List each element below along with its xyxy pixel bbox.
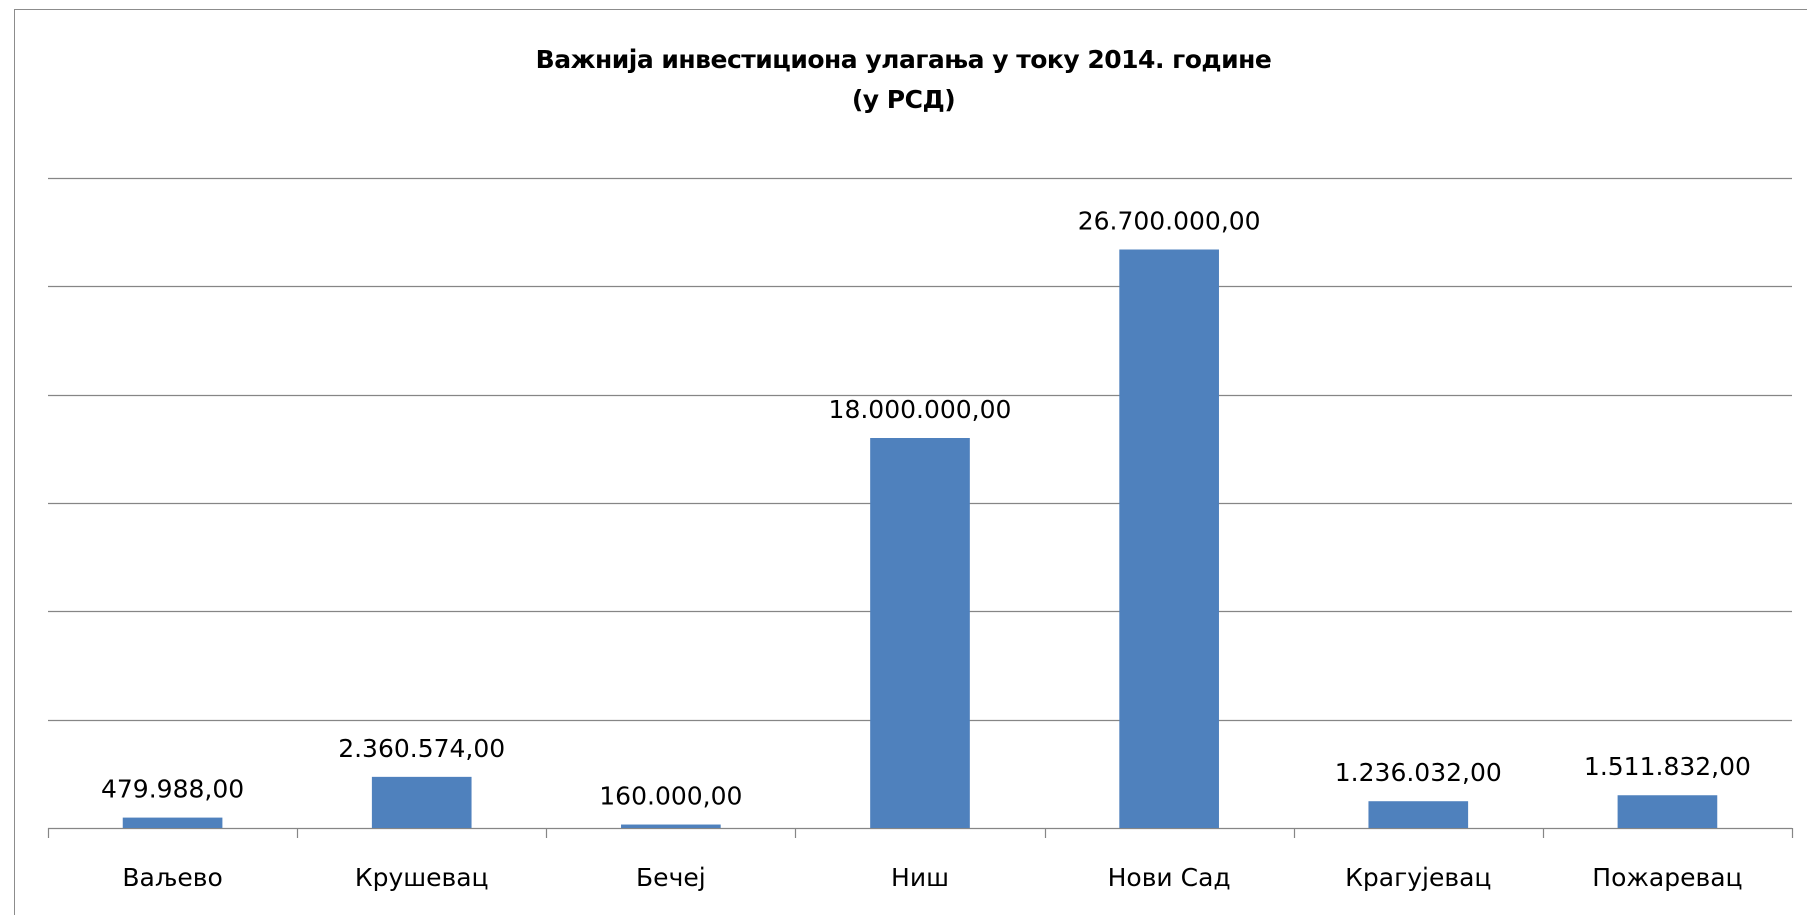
x-tick-label: Ниш xyxy=(891,863,949,892)
chart-subtitle: (у РСД) xyxy=(851,85,956,114)
x-tick-label: Бечеј xyxy=(636,863,706,892)
bar xyxy=(122,817,223,828)
bar xyxy=(1119,249,1219,828)
bar xyxy=(1368,801,1469,828)
bar xyxy=(371,776,472,828)
bar xyxy=(621,824,721,828)
x-tick-label: Крушевац xyxy=(355,863,489,892)
data-label: 1.236.032,00 xyxy=(1335,758,1502,787)
data-label: 26.700.000,00 xyxy=(1078,207,1261,236)
data-label: 1.511.832,00 xyxy=(1584,752,1751,781)
x-tick-label: Нови Сад xyxy=(1108,863,1231,892)
data-label: 2.360.574,00 xyxy=(338,734,505,763)
bar xyxy=(870,438,970,828)
chart-title-line: Важнија инвестициона улагања у току 2014… xyxy=(535,45,1272,74)
x-tick-label: Ваљево xyxy=(122,863,222,892)
data-label: 18.000.000,00 xyxy=(829,395,1012,424)
bar xyxy=(1617,795,1718,828)
x-tick-label: Пожаревац xyxy=(1592,863,1742,892)
data-label: 479.988,00 xyxy=(101,775,244,804)
x-tick-label: Крагујевац xyxy=(1345,863,1491,892)
chart-title: Важнија инвестициона улагања у току 2014… xyxy=(0,40,1807,120)
chart-frame xyxy=(14,9,1807,915)
data-label: 160.000,00 xyxy=(599,782,742,811)
